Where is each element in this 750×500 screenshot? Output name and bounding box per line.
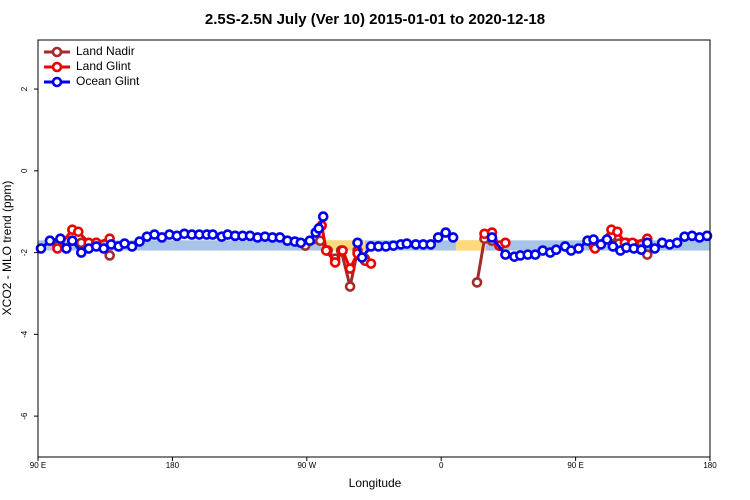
- series-point: [304, 235, 316, 247]
- series-point: [401, 238, 413, 249]
- series-point: [588, 234, 599, 245]
- series-point: [612, 226, 623, 238]
- series-point: [432, 232, 444, 243]
- x-tick-label: 180: [166, 461, 180, 470]
- y-tick-label: -6: [20, 412, 29, 420]
- series-point: [35, 243, 47, 254]
- axes: 90 E 180 90 W 0 90 E 180 -6 -4 -2 0 2: [20, 86, 717, 470]
- series-point: [98, 243, 110, 254]
- series-point: [44, 235, 56, 247]
- band: [324, 240, 366, 251]
- series-point: [607, 241, 619, 252]
- legend-label: Land Nadir: [76, 44, 135, 58]
- y-tick-label: -2: [20, 248, 29, 256]
- x-tick-label: 90 E: [567, 461, 583, 470]
- series-point: [67, 235, 78, 247]
- series-point: [317, 211, 329, 222]
- series-point: [55, 233, 66, 244]
- series-line: [56, 225, 648, 273]
- series-point: [701, 230, 713, 242]
- series-point: [356, 252, 368, 263]
- series-point: [352, 237, 363, 249]
- series-point: [486, 232, 498, 243]
- series-point: [447, 232, 459, 243]
- series-point: [440, 227, 451, 238]
- series-point: [500, 249, 511, 260]
- series-point: [649, 243, 661, 254]
- legend-marker: [51, 46, 63, 58]
- legend-marker: [51, 61, 63, 73]
- series-point: [550, 244, 562, 256]
- series-point: [313, 223, 325, 234]
- y-tick-label: 2: [20, 86, 29, 91]
- series-point: [73, 226, 84, 238]
- series-point: [104, 250, 115, 261]
- x-axis-label: Longitude: [349, 476, 402, 490]
- series-point: [471, 277, 483, 288]
- series-point: [500, 237, 511, 249]
- band: [456, 240, 486, 251]
- series-point: [529, 249, 541, 260]
- series-point: [134, 236, 145, 247]
- series-point: [329, 257, 341, 268]
- series-point: [641, 237, 653, 249]
- y-tick-label: -4: [20, 330, 29, 338]
- series-point: [295, 237, 307, 249]
- series-point: [320, 245, 332, 256]
- x-tick-label: 180: [703, 461, 717, 470]
- series-point: [344, 263, 356, 274]
- legend-marker: [51, 76, 63, 88]
- x-tick-label: 90 W: [297, 461, 316, 470]
- series-point: [425, 239, 437, 250]
- y-axis-label: XCO2 - MLO trend (ppm): [0, 181, 14, 316]
- plot-frame: [37, 39, 711, 458]
- x-tick-label: 90 E: [30, 461, 46, 470]
- series-point: [671, 237, 683, 249]
- series-point: [344, 281, 356, 292]
- x-tick-label: 0: [439, 461, 444, 470]
- series-point: [337, 245, 348, 256]
- legend-label: Ocean Glint: [76, 74, 140, 88]
- plot: [35, 211, 713, 292]
- series-point: [61, 243, 72, 254]
- series-point: [126, 241, 138, 252]
- series-point: [365, 258, 377, 269]
- series-point: [601, 234, 613, 245]
- chart-title: 2.5S-2.5N July (Ver 10) 2015-01-01 to 20…: [205, 11, 545, 28]
- series-point: [52, 243, 63, 254]
- series-point: [207, 229, 219, 240]
- series-point: [573, 243, 584, 254]
- series-point: [636, 244, 647, 256]
- legend-label: Land Glint: [76, 59, 131, 73]
- series-point: [76, 247, 87, 258]
- y-tick-label: 0: [20, 168, 29, 173]
